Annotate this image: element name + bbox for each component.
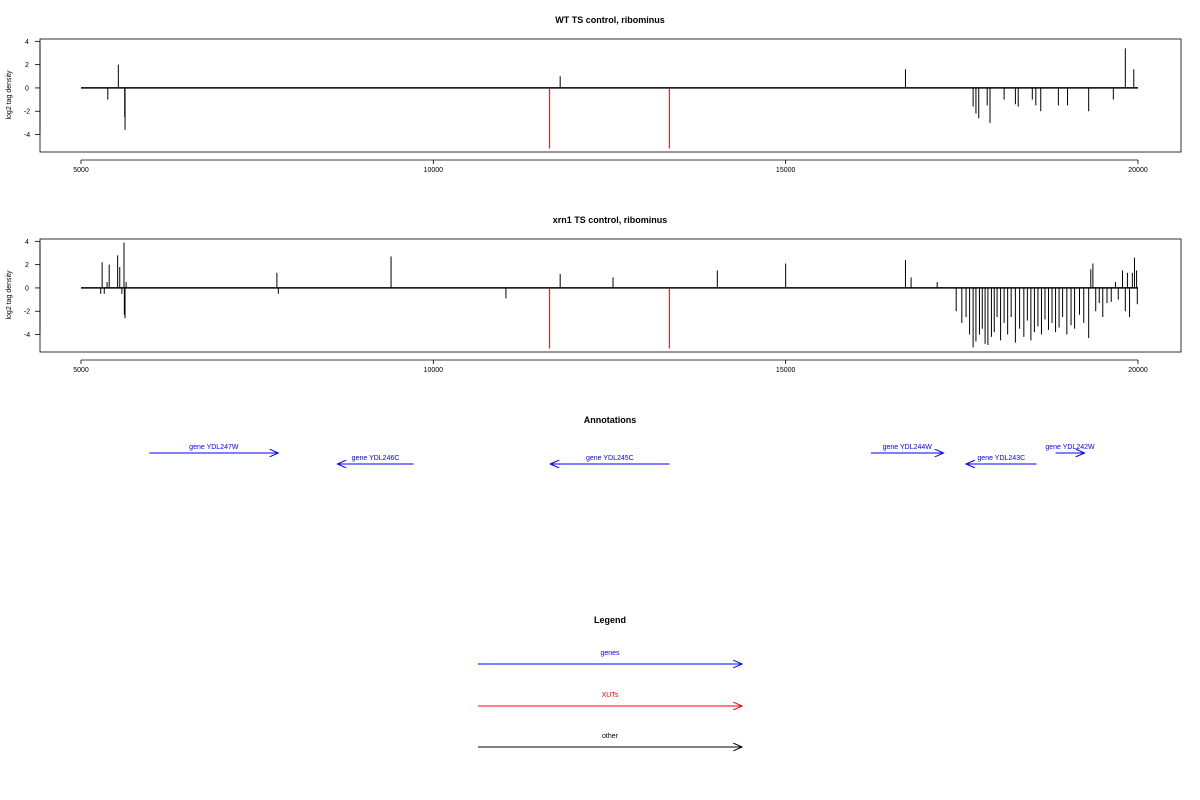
legend: Legend genes XUTs other <box>478 615 742 747</box>
plot-area: 4 2 0 -2 -4 5000 10000 15000 20000 <box>24 39 1148 174</box>
feature-label: gene YDL242W <box>1045 444 1095 451</box>
y-tick-label: 0 <box>25 85 29 92</box>
feature-label: gene YDL247W <box>189 444 239 451</box>
y-tick-label: 4 <box>25 39 29 46</box>
legend-entries: genes XUTs other <box>478 650 742 747</box>
y-tick-label: -2 <box>24 309 30 316</box>
panel-title: WT TS control, ribominus <box>555 15 665 25</box>
plot-frame <box>39 238 1182 353</box>
legend-label: genes <box>600 650 620 657</box>
feature-label: gene YDL245C <box>586 455 634 462</box>
plot-area: 4 2 0 -2 -4 5000 10000 15000 20000 <box>24 239 1148 374</box>
legend-title: Legend <box>594 615 626 625</box>
x-tick-label: 15000 <box>776 167 796 174</box>
y-tick-label: 2 <box>25 62 29 69</box>
annotations-title: Annotations <box>584 415 637 425</box>
panel-xrn1: xrn1 TS control, ribominus log2 tag dens… <box>6 215 1182 374</box>
y-axis-label: log2 tag density <box>6 70 13 120</box>
x-tick-label: 10000 <box>424 167 444 174</box>
x-tick-label: 10000 <box>424 367 444 374</box>
plot-frame <box>39 38 1182 153</box>
panel-wt: WT TS control, ribominus log2 tag densit… <box>6 15 1182 174</box>
x-tick-label: 15000 <box>776 367 796 374</box>
y-tick-label: -4 <box>24 332 30 339</box>
x-tick-label: 5000 <box>73 367 89 374</box>
x-tick-label: 20000 <box>1128 367 1148 374</box>
panel-title: xrn1 TS control, ribominus <box>553 215 668 225</box>
x-tick-label: 20000 <box>1128 167 1148 174</box>
y-tick-label: 2 <box>25 262 29 269</box>
y-tick-label: 0 <box>25 285 29 292</box>
feature-label: gene YDL244W <box>883 444 933 451</box>
x-tick-label: 5000 <box>73 167 89 174</box>
y-tick-label: 4 <box>25 239 29 246</box>
feature-label: gene YDL243C <box>977 455 1025 462</box>
y-tick-label: -2 <box>24 109 30 116</box>
y-axis-label: log2 tag density <box>6 270 13 320</box>
feature-label: gene YDL246C <box>352 455 400 462</box>
legend-label: other <box>602 733 619 740</box>
legend-label: XUTs <box>602 692 619 699</box>
annotation-tracks: gene YDL247W gene YDL246C gene YDL245C gene… <box>149 444 1095 464</box>
y-tick-label: -4 <box>24 132 30 139</box>
